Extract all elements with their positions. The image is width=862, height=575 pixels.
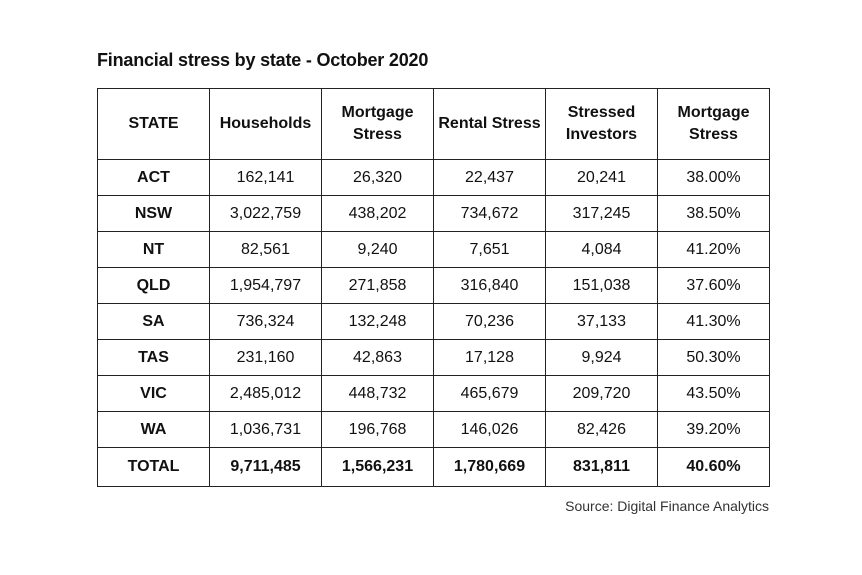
- cell-mortgage-stress: 271,858: [321, 267, 434, 304]
- cell-state: NSW: [97, 195, 210, 232]
- cell-mortgage-stress-percent: 38.50%: [657, 195, 770, 232]
- cell-mortgage-stress: 42,863: [321, 339, 434, 376]
- cell-mortgage-stress-percent: 37.60%: [657, 267, 770, 304]
- table-body: ACT 162,141 26,320 22,437 20,241 38.00% NSW 3,0…: [97, 159, 770, 487]
- cell-rental-stress: 22,437: [433, 159, 546, 196]
- table-title: Financial stress by state - October 2020: [97, 50, 429, 70]
- cell-rental-stress: 70,236: [433, 303, 546, 340]
- source-note: Source: Digital Finance Analytics: [565, 498, 769, 514]
- cell-mortgage-stress-percent: 41.20%: [657, 231, 770, 268]
- header-row: STATE Households Mortgage Stress Rental …: [97, 88, 770, 160]
- cell-state: NT: [97, 231, 210, 268]
- total-cell-mortgage-stress-percent: 40.60%: [657, 447, 770, 487]
- total-cell-state: TOTAL: [97, 447, 210, 487]
- table-row: ACT 162,141 26,320 22,437 20,241 38.00%: [97, 159, 770, 196]
- table-row: QLD 1,954,797 271,858 316,840 151,038 37.60%: [97, 267, 770, 304]
- column-header-mortgage-stress-percent: Mortgage Stress: [657, 88, 770, 160]
- financial-stress-table: STATE Households Mortgage Stress Rental …: [97, 88, 770, 487]
- cell-stressed-investors: 151,038: [545, 267, 658, 304]
- cell-stressed-investors: 209,720: [545, 375, 658, 412]
- cell-rental-stress: 146,026: [433, 411, 546, 448]
- cell-households: 736,324: [209, 303, 322, 340]
- total-cell-rental-stress: 1,780,669: [433, 447, 546, 487]
- cell-state: TAS: [97, 339, 210, 376]
- table-row: VIC 2,485,012 448,732 465,679 209,720 43.50%: [97, 375, 770, 412]
- cell-rental-stress: 734,672: [433, 195, 546, 232]
- cell-rental-stress: 316,840: [433, 267, 546, 304]
- cell-households: 2,485,012: [209, 375, 322, 412]
- cell-stressed-investors: 9,924: [545, 339, 658, 376]
- cell-mortgage-stress: 9,240: [321, 231, 434, 268]
- cell-mortgage-stress: 132,248: [321, 303, 434, 340]
- cell-households: 3,022,759: [209, 195, 322, 232]
- cell-households: 1,036,731: [209, 411, 322, 448]
- table-row: SA 736,324 132,248 70,236 37,133 41.30%: [97, 303, 770, 340]
- table-row: NSW 3,022,759 438,202 734,672 317,245 38.50%: [97, 195, 770, 232]
- cell-stressed-investors: 317,245: [545, 195, 658, 232]
- table-row: TAS 231,160 42,863 17,128 9,924 50.30%: [97, 339, 770, 376]
- cell-mortgage-stress: 438,202: [321, 195, 434, 232]
- cell-mortgage-stress-percent: 38.00%: [657, 159, 770, 196]
- column-header-stressed-investors: Stressed Investors: [545, 88, 658, 160]
- column-header-state: STATE: [97, 88, 210, 160]
- cell-state: WA: [97, 411, 210, 448]
- cell-stressed-investors: 4,084: [545, 231, 658, 268]
- table-row: WA 1,036,731 196,768 146,026 82,426 39.20%: [97, 411, 770, 448]
- cell-state: SA: [97, 303, 210, 340]
- cell-mortgage-stress: 196,768: [321, 411, 434, 448]
- cell-stressed-investors: 82,426: [545, 411, 658, 448]
- cell-mortgage-stress-percent: 50.30%: [657, 339, 770, 376]
- cell-households: 231,160: [209, 339, 322, 376]
- column-header-households: Households: [209, 88, 322, 160]
- cell-mortgage-stress-percent: 41.30%: [657, 303, 770, 340]
- cell-rental-stress: 17,128: [433, 339, 546, 376]
- cell-state: ACT: [97, 159, 210, 196]
- cell-stressed-investors: 20,241: [545, 159, 658, 196]
- total-cell-mortgage-stress: 1,566,231: [321, 447, 434, 487]
- column-header-mortgage-stress: Mortgage Stress: [321, 88, 434, 160]
- cell-households: 1,954,797: [209, 267, 322, 304]
- cell-state: QLD: [97, 267, 210, 304]
- total-cell-stressed-investors: 831,811: [545, 447, 658, 487]
- cell-mortgage-stress: 448,732: [321, 375, 434, 412]
- cell-households: 162,141: [209, 159, 322, 196]
- table-row: NT 82,561 9,240 7,651 4,084 41.20%: [97, 231, 770, 268]
- total-row: TOTAL 9,711,485 1,566,231 1,780,669 831,811 4…: [97, 447, 770, 487]
- cell-mortgage-stress: 26,320: [321, 159, 434, 196]
- total-cell-households: 9,711,485: [209, 447, 322, 487]
- cell-rental-stress: 465,679: [433, 375, 546, 412]
- cell-mortgage-stress-percent: 39.20%: [657, 411, 770, 448]
- cell-households: 82,561: [209, 231, 322, 268]
- column-header-rental-stress: Rental Stress: [433, 88, 546, 160]
- cell-stressed-investors: 37,133: [545, 303, 658, 340]
- cell-state: VIC: [97, 375, 210, 412]
- cell-mortgage-stress-percent: 43.50%: [657, 375, 770, 412]
- cell-rental-stress: 7,651: [433, 231, 546, 268]
